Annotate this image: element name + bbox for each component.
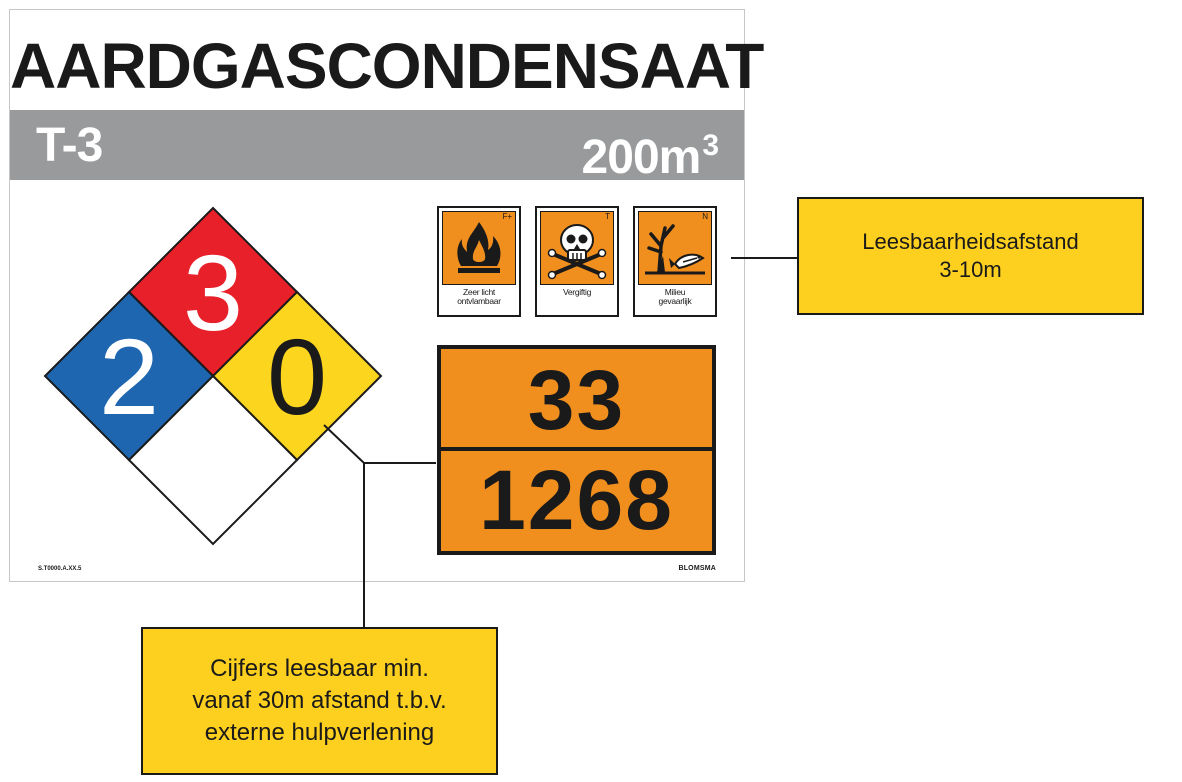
tank-id: T-3 [36,119,103,172]
flame-icon [457,222,501,273]
environment-pictogram: N [638,211,712,285]
skull-crossbones-icon [547,224,607,280]
flammable-pictogram: F+ [442,211,516,285]
brand-logo: BLOMSMA [678,565,716,572]
ghs-code: N [702,212,708,221]
volume-value: 200m [581,131,702,184]
adr-un-number: 1268 [479,453,674,547]
ghs-code: T [605,212,610,221]
ghs-code: F+ [502,212,512,221]
callout-digits-readable: Cijfers leesbaar min. vanaf 30m afstand … [141,627,498,775]
product-code: S.T0000.A.XX.5 [38,566,82,572]
ghs-caption: Vergiftig [538,288,616,297]
nfpa-special-quadrant [127,374,299,546]
callout-readability-distance: Leesbaarheidsafstand 3-10m [797,197,1144,315]
volume-unit-superscript: 3 [702,129,719,162]
nfpa-instability-value: 0 [267,316,327,437]
tank-volume: 200m3 [581,118,719,186]
ghs-caption-line1: Vergiftig [562,287,591,297]
adr-orange-plate: 33 1268 [437,345,716,555]
ghs-caption-line1: Milieu [664,287,686,297]
nfpa-diamond: 3 2 0 [43,206,383,546]
ghs-caption: Milieu gevaarlijk [636,288,714,306]
nfpa-flammability-value: 3 [183,232,243,353]
toxic-pictogram: T [540,211,614,285]
adr-hazard-number: 33 [527,353,626,447]
sign-title: AARDGASCONDENSAAT [10,30,764,102]
ghs-caption: Zeer licht ontvlambaar [440,288,518,306]
ghs-caption-line2: ontvlambaar [457,296,501,306]
info-band: T-3 200m3 [10,110,744,184]
dead-tree-fish-icon [645,224,705,275]
ghs-caption-line2: gevaarlijk [658,296,692,306]
ghs-caption-line1: Zeer licht [463,287,495,297]
hazard-sign: AARDGASCONDENSAAT T-3 200m3 3 2 0 F+ Zee… [9,9,764,582]
ghs-symbol-environment: N Milieu gevaarlijk [633,206,717,317]
ghs-symbol-flammable: F+ Zeer licht ontvlambaar [437,206,521,317]
ghs-symbol-toxic: T Vergiftig [535,206,619,317]
nfpa-health-value: 2 [99,316,159,437]
adr-divider [441,447,712,451]
